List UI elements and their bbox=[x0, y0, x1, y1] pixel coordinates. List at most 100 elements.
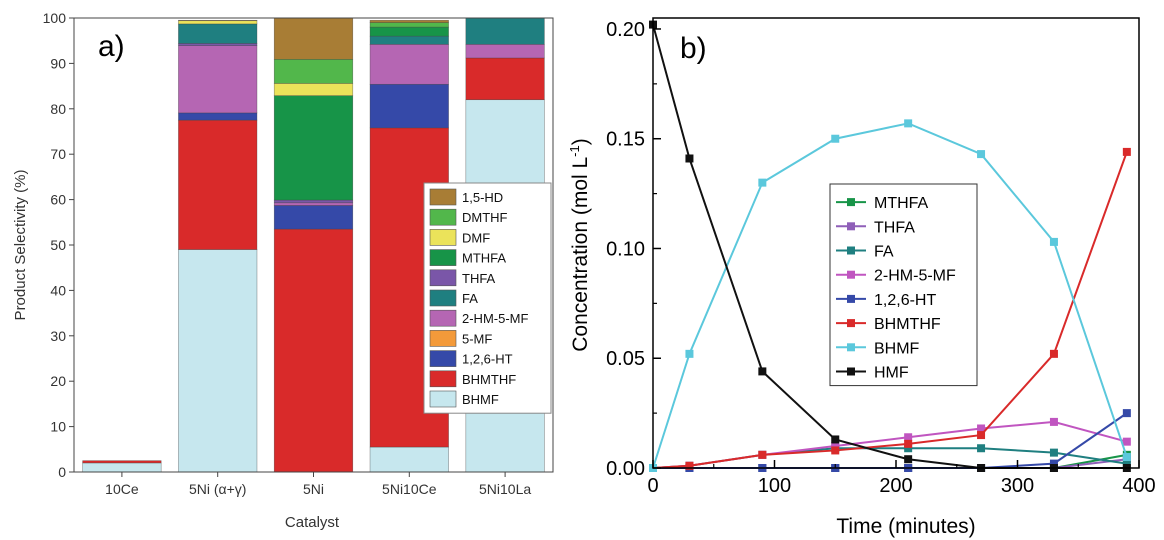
chart-a-y-axis-label: Product Selectivity (%) bbox=[12, 170, 29, 321]
chart-b-legend: MTHFA THFA FA 2-HM-5-MF 1,2,6-HT BHMTHF BHMF HM… bbox=[829, 183, 978, 387]
x-tick-label: 300 bbox=[1001, 475, 1034, 497]
chart-a-axes: 10Ce 5Ni (α+γ) 5Ni 5Ni10Ce 5Ni10La 0 10 20 30 40 5… bbox=[43, 10, 554, 497]
legend-label-dmthf: DMTHF bbox=[462, 210, 508, 225]
legend-swatch-5-mf bbox=[429, 330, 457, 347]
legend-label-hmf: HMF bbox=[874, 365, 909, 382]
legend-label-fa: FA bbox=[874, 244, 894, 261]
legend-swatch-2-hm-5-mf bbox=[429, 309, 457, 327]
bar-5ni-2-hm-5-mf bbox=[273, 202, 354, 206]
point-hmf bbox=[904, 455, 913, 464]
legend-swatch-1-2-6-ht bbox=[429, 350, 457, 367]
bar-5ni10ce-mthfa bbox=[369, 26, 449, 37]
legend-marker-thfa bbox=[847, 222, 855, 231]
y-tick-label: 90 bbox=[50, 55, 66, 71]
point-1-2-6-ht bbox=[1122, 409, 1131, 418]
bar-5ni-fa bbox=[178, 23, 258, 44]
point-bhmthf bbox=[977, 431, 986, 440]
legend-marker-hmf bbox=[847, 367, 855, 376]
bar-5ni-bhmthf bbox=[273, 228, 354, 473]
bar-5ni10la-2-hm-5-mf bbox=[465, 44, 545, 59]
legend-swatch-thfa bbox=[429, 269, 457, 287]
bar-5ni10ce-1-5-hd bbox=[369, 19, 449, 23]
point-bhmf bbox=[904, 119, 913, 128]
bar-5ni10ce-dmthf bbox=[369, 22, 449, 28]
point-fa bbox=[1122, 459, 1131, 468]
bar-5ni-thfa bbox=[178, 43, 258, 46]
bar-5ni-bhmthf bbox=[178, 119, 258, 250]
y-tick-label: 50 bbox=[50, 237, 66, 253]
bar-5ni10la-bhmthf bbox=[465, 57, 545, 101]
legend-label-1-2-6-ht: 1,2,6-HT bbox=[874, 292, 936, 309]
legend-marker-bhmthf bbox=[847, 319, 855, 328]
y-tick-label: 60 bbox=[50, 192, 66, 208]
legend-label-2-hm-5-mf: 2-HM-5-MF bbox=[462, 311, 528, 326]
legend-marker-1-2-6-ht bbox=[847, 294, 855, 303]
bar-5ni-2-hm-5-mf bbox=[178, 45, 258, 114]
bar-5ni-1-2-6-ht bbox=[273, 205, 354, 230]
point-fa bbox=[977, 444, 986, 453]
y-tick-label: 0 bbox=[58, 464, 66, 480]
x-tick-label-10ce: 10Ce bbox=[105, 481, 139, 497]
point-fa bbox=[904, 444, 913, 453]
point-bhmthf bbox=[831, 446, 840, 455]
legend-swatch-dmthf bbox=[429, 208, 457, 226]
point-bhmthf bbox=[904, 439, 913, 448]
x-tick-label-5ni: 5Ni (α+γ) bbox=[189, 481, 247, 497]
bar-5ni-dmf bbox=[178, 20, 258, 25]
bar-5ni-bhmf bbox=[178, 249, 258, 473]
legend-swatch-bhmthf bbox=[429, 370, 457, 388]
bar-10ce-bhmthf bbox=[82, 460, 162, 464]
bar-5ni-dmf bbox=[273, 83, 354, 96]
legend-label-thfa: THFA bbox=[874, 219, 915, 236]
y-tick-label: 30 bbox=[50, 328, 66, 344]
point-bhmf bbox=[831, 134, 840, 143]
bar-5ni-mthfa bbox=[273, 95, 354, 201]
legend-label-fa: FA bbox=[462, 291, 478, 306]
x-tick-label: 400 bbox=[1122, 475, 1155, 497]
point-hmf bbox=[831, 435, 840, 444]
series-line-bhmthf bbox=[652, 151, 1128, 469]
chart-a-x-axis-label: Catalyst bbox=[285, 514, 340, 531]
legend-swatch-dmf bbox=[429, 229, 457, 246]
bar-5ni10ce-1-2-6-ht bbox=[369, 83, 449, 129]
x-tick-label: 0 bbox=[647, 475, 658, 497]
legend-marker-mthfa bbox=[847, 198, 855, 207]
legend-box bbox=[829, 183, 978, 387]
legend-label-bhmf: BHMF bbox=[462, 392, 499, 407]
legend-label-bhmthf: BHMTHF bbox=[462, 372, 516, 387]
legend-label-thfa: THFA bbox=[462, 271, 496, 286]
point-bhmthf bbox=[685, 461, 694, 470]
bar-5ni-1-2-6-ht bbox=[178, 112, 258, 121]
legend-label-mthfa: MTHFA bbox=[874, 195, 929, 212]
legend-marker-bhmf bbox=[847, 343, 855, 352]
y-tick-label: 0.00 bbox=[606, 458, 645, 480]
legend-label-5-mf: 5-MF bbox=[462, 331, 492, 346]
legend-swatch-mthfa bbox=[429, 249, 457, 266]
x-tick-label-5ni10la: 5Ni10La bbox=[479, 481, 531, 497]
legend-label-2-hm-5-mf: 2-HM-5-MF bbox=[874, 268, 956, 285]
chart-b-y-axis-label-text: Concentration (mol L bbox=[569, 157, 592, 352]
point-bhmthf bbox=[1122, 147, 1131, 156]
y-tick-label: 10 bbox=[50, 419, 66, 435]
point-fa bbox=[1049, 448, 1058, 457]
point-hmf bbox=[685, 154, 694, 163]
series-line-bhmf bbox=[652, 122, 1128, 469]
legend-label-dmf: DMF bbox=[462, 230, 490, 245]
chart-b-y-axis-label-close: ) bbox=[569, 138, 592, 145]
x-tick-label-5ni: 5Ni bbox=[303, 481, 324, 497]
point-2-hm-5-mf bbox=[1049, 417, 1058, 426]
point-bhmthf bbox=[1049, 349, 1058, 358]
chart-b-y-axis-label-sup: -1 bbox=[567, 145, 582, 157]
chart-a-plot-area bbox=[82, 17, 545, 473]
point-2-hm-5-mf bbox=[1122, 437, 1131, 446]
point-bhmf bbox=[977, 150, 986, 159]
bar-5ni10ce-2-hm-5-mf bbox=[369, 44, 449, 85]
bar-5ni10ce-bhmf bbox=[369, 446, 449, 473]
legend-swatch-bhmf bbox=[429, 390, 457, 408]
bar-10ce-bhmf bbox=[82, 462, 162, 473]
x-tick-label: 100 bbox=[758, 475, 791, 497]
y-tick-label: 0.05 bbox=[606, 348, 645, 370]
chart-a: 10Ce 5Ni (α+γ) 5Ni 5Ni10Ce 5Ni10La 0 10 20 30 40 5… bbox=[12, 10, 554, 531]
x-tick-label-5ni10ce: 5Ni10Ce bbox=[382, 481, 437, 497]
point-1-2-6-ht bbox=[1049, 459, 1058, 468]
